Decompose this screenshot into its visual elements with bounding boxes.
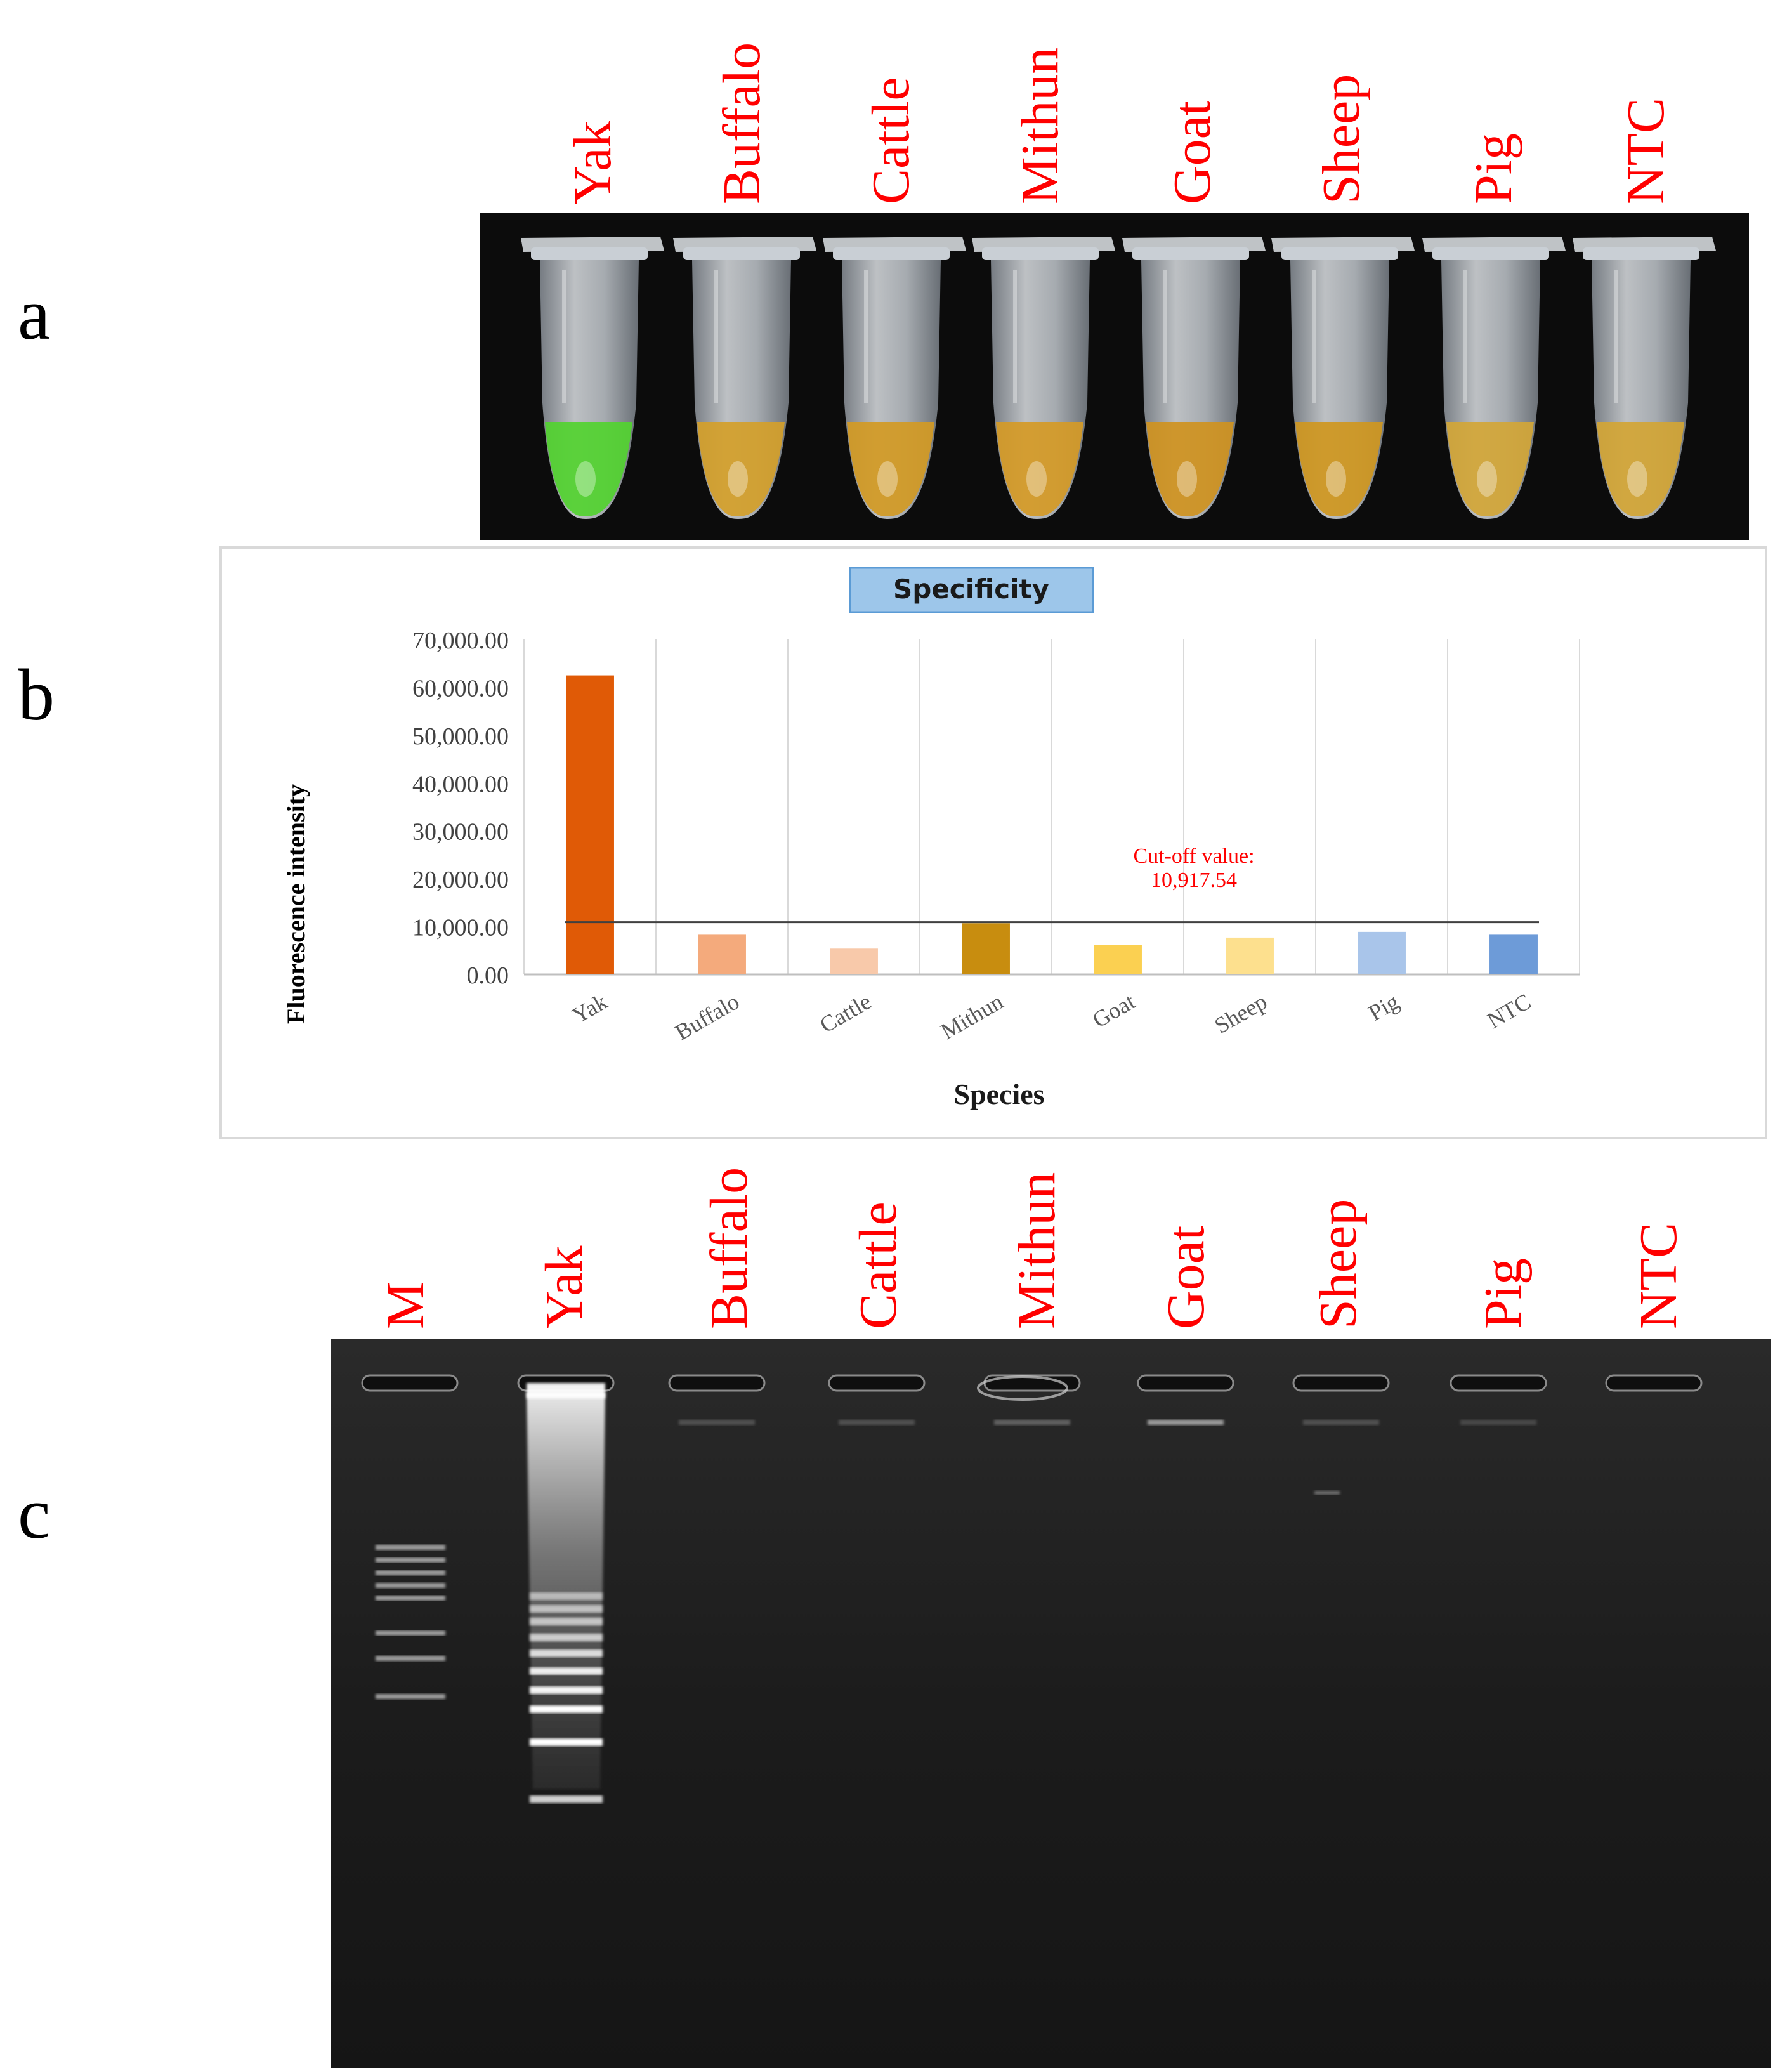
yak-band [530,1634,603,1641]
y-axis-label: Fluorescence intensity [282,784,310,1024]
tube-label: Mithun [1011,47,1070,204]
bar [566,675,614,974]
yak-band [530,1738,603,1746]
yak-band [530,1667,603,1675]
tube-label: Yak [563,121,622,204]
x-axis-label: Species [953,1078,1044,1110]
y-tick-label: 70,000.00 [412,627,509,654]
x-tick-label: NTC [1483,988,1535,1033]
gel-lane-label: M [376,1282,435,1329]
bar-chart-svg: Specificity Species Fluorescence intensi… [282,567,1580,1110]
ladder-band [376,1570,445,1575]
y-tick-label: 10,000.00 [412,915,509,941]
x-tick-label: Mithun [936,988,1007,1044]
tube-label: Cattle [861,77,920,204]
gel-well [361,1374,459,1392]
x-tick-label: Pig [1364,988,1403,1026]
gel-lane-label: Cattle [849,1202,908,1329]
chart-title-box [849,567,1094,613]
gel-lane-label: Buffalo [700,1167,759,1329]
faint-band [1148,1420,1224,1425]
tube [1573,237,1716,519]
yak-band [530,1705,603,1713]
y-tick-label: 20,000.00 [412,867,509,893]
y-tick-label: 30,000.00 [412,819,509,846]
tube [1271,237,1415,519]
tube [823,237,966,519]
x-tick-label: Sheep [1210,988,1271,1039]
panel-b-chart: Specificity Species Fluorescence intensi… [219,546,1767,1139]
ladder-band [376,1557,445,1563]
tube-label: Goat [1163,100,1222,204]
faint-band [1303,1420,1379,1425]
tube [972,237,1115,519]
ladder-band [376,1630,445,1636]
ladder-band [376,1545,445,1550]
bar [830,948,878,974]
tube-label: NTC [1616,98,1675,204]
yak-band [530,1649,603,1657]
ladder-band [376,1596,445,1601]
cutoff-label-line1: Cut-off value: [1133,844,1254,868]
faint-band [994,1420,1070,1425]
tube-label: Pig [1464,133,1523,204]
gel-well [668,1374,766,1392]
gel-well [1605,1374,1703,1392]
y-tick-label: 60,000.00 [412,675,509,702]
tube [521,237,664,519]
gel-well [1292,1374,1390,1392]
yak-band [530,1592,603,1600]
faint-band [839,1420,915,1425]
gel-well [1137,1374,1234,1392]
x-tick-label: Buffalo [671,988,743,1045]
tube [1422,237,1566,519]
tube-photo-svg [521,237,1716,519]
gel-lane-label: Mithun [1007,1172,1066,1329]
faint-band [1460,1420,1536,1425]
x-tick-label: Cattle [816,988,875,1038]
panel-a-tube-photo [480,213,1749,540]
gel-lane-label: Goat [1156,1225,1215,1329]
gel-well [1450,1374,1547,1392]
ladder-band [376,1656,445,1661]
gel-svg [331,1339,1771,2068]
faint-band [679,1420,755,1425]
bar [1226,937,1274,974]
yak-band [530,1795,603,1803]
gel-lane-label: Pig [1474,1257,1533,1329]
gel-well [828,1374,926,1392]
bar [698,934,746,974]
ladder-band [376,1583,445,1588]
cutoff-label-line2: 10,917.54 [1151,869,1237,892]
bar [1094,945,1142,974]
yak-band [530,1605,603,1613]
bar [1358,931,1406,974]
tube [1122,237,1266,519]
y-tick-label: 40,000.00 [412,771,509,797]
x-tick-label: Yak [568,988,612,1028]
chart-title: Specificity [893,574,1049,605]
panel-letter-c: c [18,1473,51,1554]
panel-c-gel-image [331,1339,1771,2068]
tube-label: Buffalo [712,42,771,204]
yak-band [530,1686,603,1694]
gel-lane-label: NTC [1629,1223,1688,1329]
panel-letter-b: b [18,655,55,736]
yak-smear [527,1393,605,1789]
panel-letter-a: a [18,274,51,355]
x-tick-label: Goat [1088,988,1139,1033]
gel-lane-label: Yak [535,1245,594,1329]
y-tick-label: 0.00 [467,962,509,989]
tube [673,237,816,519]
gel-lane-label: Sheep [1309,1198,1368,1329]
ladder-band [376,1694,445,1699]
bar [1489,934,1538,974]
y-tick-label: 50,000.00 [412,723,509,750]
yak-band [530,1618,603,1625]
bar [962,923,1010,974]
tube-label: Sheep [1312,74,1371,204]
